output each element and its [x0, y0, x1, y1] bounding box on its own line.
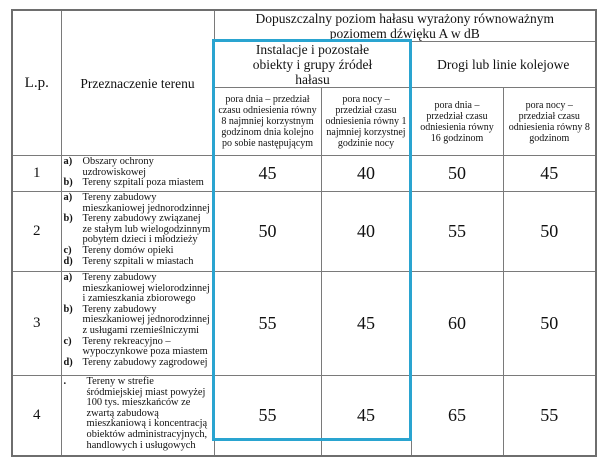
value-cell: 45 — [320, 271, 412, 376]
table-row: 3 a) Tereny zabudowy mieszkaniowej wielor… — [11, 271, 597, 376]
value-cell: 40 — [320, 155, 412, 192]
item-text: Obszary ochrony uzdrowiskowej — [82, 156, 154, 178]
item-mark: a) — [63, 272, 73, 283]
table-row: 1 a) Obszary ochrony uzdrowiskowej b) Tere… — [11, 155, 597, 192]
value-cell: 45 — [213, 155, 322, 192]
item-text: Tereny szpitali w miastach — [82, 255, 194, 267]
item-mark: d) — [63, 255, 73, 267]
row-description: a) Tereny zabudowy mieszkaniowej jednorod… — [60, 191, 215, 272]
item-text: Tereny rekreacyjno – wypoczynkowe poza m… — [82, 335, 208, 358]
item-text: Tereny domów opieki — [82, 244, 174, 256]
value-cell: 55 — [502, 375, 597, 456]
row-description: a) Tereny zabudowy mieszkaniowej wielorod… — [60, 271, 215, 376]
row-lp: 4 — [11, 375, 62, 456]
value-cell: 60 — [410, 271, 504, 376]
item-text: Tereny szpitali poza miastem — [82, 177, 204, 189]
row-lp: 1 — [11, 155, 62, 192]
row-description: a) Obszary ochrony uzdrowiskowej b) Tereny… — [60, 155, 215, 192]
item-text: Tereny zabudowy związanej ze stałym lub … — [82, 213, 211, 246]
header-sub-night-installations: pora nocy – przedział czasu odniesienia … — [320, 87, 412, 156]
item-text: Tereny zabudowy mieszkaniowej wielorodzi… — [82, 272, 210, 305]
noise-limits-table: L.p. Przeznaczenie terenu Dopuszczalny p… — [11, 9, 598, 457]
table-row: 4 . Tereny w strefie śródmiejskiej miast … — [11, 375, 597, 456]
header-group-roads: Drogi lub linie kolejowe — [410, 41, 597, 88]
value-cell: 65 — [410, 375, 504, 456]
value-cell: 50 — [502, 191, 597, 272]
header-group-installations: Instalacje i pozostałe obiekty i grupy ź… — [213, 41, 412, 88]
item-mark: b) — [63, 177, 73, 189]
item-text: Tereny zabudowy mieszkaniowej jednorodzi… — [82, 192, 210, 214]
item-mark: a) — [63, 156, 73, 167]
item-text: Tereny zabudowy mieszkaniowej jednorodzi… — [82, 303, 210, 336]
item-text: Tereny w strefie śródmiejskiej miast pow… — [86, 376, 208, 451]
value-cell: 45 — [502, 155, 597, 192]
header-lp: L.p. — [11, 9, 62, 156]
header-main: Dopuszczalny poziom hałasu wyrażony równ… — [213, 9, 597, 42]
value-cell: 40 — [320, 191, 412, 272]
header-sub-day-roads: pora dnia – przedział czasu odniesienia … — [410, 87, 504, 156]
value-cell: 50 — [502, 271, 597, 376]
item-mark: b) — [63, 303, 73, 315]
item-mark: . — [63, 376, 67, 387]
item-mark: b) — [63, 213, 73, 225]
row-lp: 3 — [11, 271, 62, 376]
value-cell: 45 — [320, 375, 412, 456]
item-mark: c) — [63, 244, 72, 256]
table-row: 2 a) Tereny zabudowy mieszkaniowej jednor… — [11, 191, 597, 272]
header-przeznaczenie: Przeznaczenie terenu — [60, 9, 215, 156]
value-cell: 55 — [410, 191, 504, 272]
value-cell: 50 — [213, 191, 322, 272]
row-lp: 2 — [11, 191, 62, 272]
value-cell: 50 — [410, 155, 504, 192]
item-text: Tereny zabudowy zagrodowej — [82, 356, 208, 368]
item-mark: a) — [63, 192, 73, 203]
header-sub-day-installations: pora dnia – przedział czasu odniesienia … — [213, 87, 322, 156]
item-mark: c) — [63, 335, 72, 347]
header-sub-night-roads: pora nocy – przedział czasu odniesienia … — [502, 87, 597, 156]
value-cell: 55 — [213, 375, 322, 456]
row-description: . Tereny w strefie śródmiejskiej miast po… — [60, 375, 215, 456]
item-mark: d) — [63, 356, 73, 368]
value-cell: 55 — [213, 271, 322, 376]
